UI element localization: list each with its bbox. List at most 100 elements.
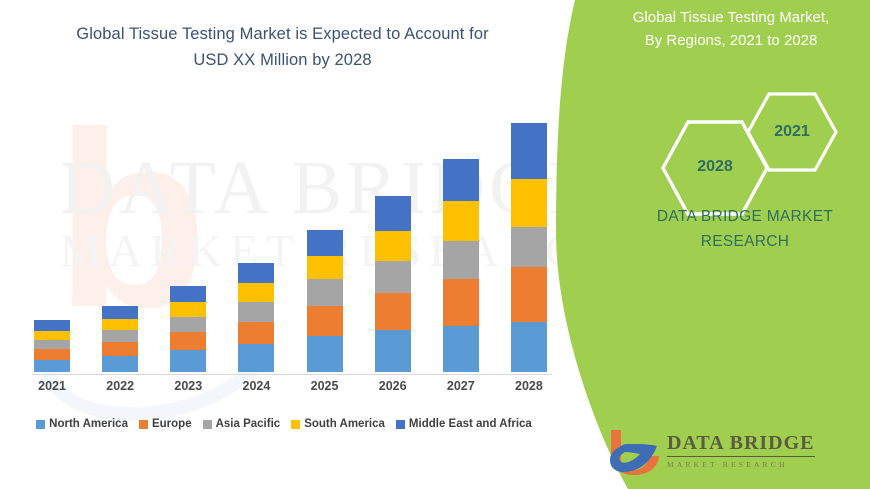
bar-group-2027 xyxy=(429,159,492,372)
stacked-bar xyxy=(510,123,547,372)
bar-segment xyxy=(170,331,207,350)
bar-segment xyxy=(34,348,71,360)
legend-swatch-icon xyxy=(202,419,212,429)
bar-segment xyxy=(374,230,411,262)
legend-item[interactable]: Middle East and Africa xyxy=(395,418,532,430)
bar-segment xyxy=(306,305,343,336)
bar-segment xyxy=(442,279,479,326)
bar-segment xyxy=(238,302,275,322)
bar-segment xyxy=(238,321,275,344)
bar-segment xyxy=(170,349,207,372)
bar-segment xyxy=(34,330,71,340)
hexagon-group: 2021 2028 xyxy=(660,92,850,216)
data-bridge-logo-mark xyxy=(605,428,663,476)
bar-segment xyxy=(170,286,207,303)
bar-segment xyxy=(238,283,275,303)
footer-logo-text: DATA BRIDGE MARKET RESEARCH xyxy=(667,432,815,469)
legend-label: South America xyxy=(304,418,385,430)
x-axis-label-2028: 2028 xyxy=(515,379,543,393)
x-axis-label-2027: 2027 xyxy=(446,379,475,393)
bar-segment xyxy=(374,329,411,372)
panel-brand-line-2: RESEARCH xyxy=(700,232,790,250)
footer-logo-main: DATA BRIDGE xyxy=(667,432,815,457)
stacked-bar xyxy=(238,263,275,372)
bar-group-2023 xyxy=(157,286,220,372)
stacked-bar xyxy=(442,159,479,372)
x-axis-label-2021: 2021 xyxy=(38,379,66,393)
panel-brand-line-1: DATA BRIDGE MARKET xyxy=(656,208,834,225)
legend-swatch-icon xyxy=(138,419,148,429)
bar-group-2028 xyxy=(497,123,560,372)
chart-plot-area: 2021 2022 2023 2024 2025 2026 2027 2028 xyxy=(18,100,563,393)
stacked-bar xyxy=(374,195,411,372)
bar-segment xyxy=(374,293,411,330)
bar-segment xyxy=(306,335,343,372)
bar-segment xyxy=(374,195,411,231)
hexagon-2028: 2028 xyxy=(660,120,770,216)
bar-segment xyxy=(442,200,479,242)
legend-item[interactable]: Asia Pacific xyxy=(202,418,281,430)
bar-segment xyxy=(102,355,139,372)
bar-segment xyxy=(510,267,547,322)
panel-title-line-2: By Regions, 2021 to 2028 xyxy=(644,32,818,50)
x-axis-line xyxy=(32,374,552,375)
watermark-line-1: DATA BRIDGE xyxy=(60,146,599,230)
bar-segment xyxy=(238,343,275,372)
bar-segment xyxy=(374,261,411,294)
chart-legend: North America Europe Asia Pacific South Ame… xyxy=(0,418,568,430)
bar-group-2026 xyxy=(361,195,424,372)
panel-title-line-1: Global Tissue Testing Market, xyxy=(632,9,830,26)
bar-segment xyxy=(510,226,547,268)
bar-series-container xyxy=(18,100,563,372)
footer-logo-sub: MARKET RESEARCH xyxy=(667,460,788,469)
bar-segment xyxy=(102,305,139,319)
bar-segment xyxy=(102,341,139,356)
stacked-bar xyxy=(170,286,207,372)
bar-segment xyxy=(170,302,207,317)
legend-swatch-icon xyxy=(395,419,405,429)
x-axis-label-2024: 2024 xyxy=(242,379,271,393)
bar-segment xyxy=(102,329,139,342)
stacked-bar xyxy=(34,319,71,372)
x-axis-label-2026: 2026 xyxy=(378,379,407,393)
legend-item[interactable]: Europe xyxy=(138,418,192,430)
bar-segment xyxy=(510,178,547,227)
bar-group-2022 xyxy=(89,305,152,372)
stacked-bar xyxy=(102,305,139,372)
x-axis-label-2022: 2022 xyxy=(106,379,135,393)
panel-title: Global Tissue Testing Market, By Regions… xyxy=(600,6,862,53)
chart-title-line-2: USD XX Million by 2028 xyxy=(193,50,372,69)
legend-swatch-icon xyxy=(36,419,46,429)
x-axis-label-2025: 2025 xyxy=(310,379,339,393)
bar-segment xyxy=(442,325,479,372)
bar-segment xyxy=(170,316,207,332)
legend-item[interactable]: South America xyxy=(291,418,385,430)
legend-label: Asia Pacific xyxy=(215,418,281,430)
legend-swatch-icon xyxy=(291,419,301,429)
stacked-bar xyxy=(306,229,343,372)
bar-segment xyxy=(442,241,479,280)
bar-segment xyxy=(510,321,547,372)
bar-segment xyxy=(238,263,275,284)
bar-group-2024 xyxy=(225,263,288,372)
legend-label: North America xyxy=(49,418,128,430)
bar-group-2025 xyxy=(293,229,356,372)
bar-segment xyxy=(102,318,139,330)
legend-label: Europe xyxy=(151,418,192,430)
bar-segment xyxy=(306,256,343,280)
footer-logo: DATA BRIDGE MARKET RESEARCH xyxy=(605,428,855,478)
bar-segment xyxy=(510,123,547,179)
bar-segment xyxy=(306,229,343,257)
x-axis-labels: 2021 2022 2023 2024 2025 2026 2027 2028 xyxy=(18,379,563,401)
x-axis-label-2023: 2023 xyxy=(174,379,203,393)
chart-title: Global Tissue Testing Market is Expected… xyxy=(30,22,535,73)
bar-group-2021 xyxy=(21,319,84,372)
legend-item[interactable]: North America xyxy=(36,418,128,430)
bar-segment xyxy=(306,279,343,306)
bar-segment xyxy=(34,319,71,331)
hexagon-2021-label: 2021 xyxy=(774,123,810,140)
hexagon-2028-label: 2028 xyxy=(697,158,733,175)
panel-brand-text: DATA BRIDGE MARKET RESEARCH xyxy=(620,205,870,255)
chart-title-line-1: Global Tissue Testing Market is Expected… xyxy=(76,25,489,43)
